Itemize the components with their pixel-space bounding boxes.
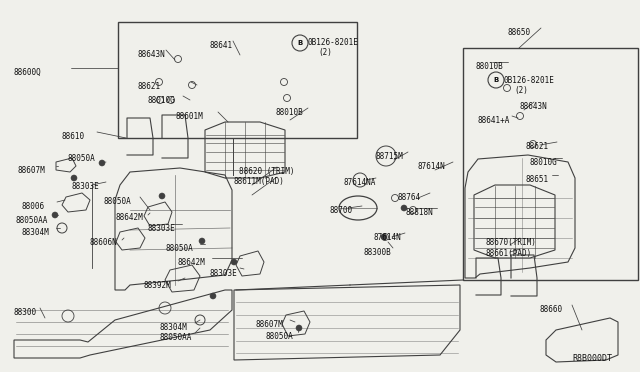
Text: 88643N: 88643N xyxy=(138,50,166,59)
Text: (2): (2) xyxy=(318,48,332,57)
Text: 88643N: 88643N xyxy=(520,102,548,111)
Circle shape xyxy=(296,325,302,331)
Circle shape xyxy=(71,175,77,181)
Text: B: B xyxy=(493,77,499,83)
Text: 88661(PAD): 88661(PAD) xyxy=(486,249,532,258)
Text: 87614NA: 87614NA xyxy=(344,178,376,187)
Text: 88010B: 88010B xyxy=(475,62,503,71)
Text: 88304M: 88304M xyxy=(160,323,188,332)
Text: 88611M(PAD): 88611M(PAD) xyxy=(234,177,285,186)
Circle shape xyxy=(52,212,58,218)
Text: 88606N: 88606N xyxy=(90,238,118,247)
Text: 88607M: 88607M xyxy=(256,320,284,329)
Text: 88610: 88610 xyxy=(62,132,85,141)
Text: 88010G: 88010G xyxy=(530,158,557,167)
Circle shape xyxy=(210,293,216,299)
Text: 88641: 88641 xyxy=(209,41,232,50)
Text: 88006: 88006 xyxy=(22,202,45,211)
Text: 88050AA: 88050AA xyxy=(160,333,193,342)
Text: 88010G: 88010G xyxy=(148,96,176,105)
Text: 88642M: 88642M xyxy=(116,213,144,222)
Text: 88300B: 88300B xyxy=(363,248,391,257)
Text: 88700: 88700 xyxy=(330,206,353,215)
Text: 88660: 88660 xyxy=(540,305,563,314)
Text: 88300: 88300 xyxy=(14,308,37,317)
Text: 88651: 88651 xyxy=(526,175,549,184)
Text: 88050A: 88050A xyxy=(104,197,132,206)
Circle shape xyxy=(99,160,105,166)
Text: 88601M: 88601M xyxy=(175,112,203,121)
Circle shape xyxy=(159,193,165,199)
Circle shape xyxy=(231,259,237,265)
Text: R8B000DT: R8B000DT xyxy=(572,354,612,363)
Text: 88392M: 88392M xyxy=(144,281,172,290)
Text: 88303E: 88303E xyxy=(72,182,100,191)
Text: 88303E: 88303E xyxy=(148,224,176,233)
Text: 0B126-8201E: 0B126-8201E xyxy=(504,76,555,85)
Text: 87614N: 87614N xyxy=(417,162,445,171)
Text: 0B126-8201E: 0B126-8201E xyxy=(308,38,359,47)
Circle shape xyxy=(401,205,407,211)
Bar xyxy=(463,48,638,280)
Text: 88715M: 88715M xyxy=(376,152,404,161)
Text: 88050A: 88050A xyxy=(265,332,292,341)
Text: 87614N: 87614N xyxy=(373,233,401,242)
Text: 88050AA: 88050AA xyxy=(16,216,49,225)
Text: (2): (2) xyxy=(514,86,528,95)
Bar xyxy=(118,22,357,138)
Text: 88650: 88650 xyxy=(508,28,531,37)
Text: 88620 (TRIM): 88620 (TRIM) xyxy=(239,167,294,176)
Text: 88600Q: 88600Q xyxy=(14,68,42,77)
Text: 88670(TRIM): 88670(TRIM) xyxy=(486,238,537,247)
Circle shape xyxy=(381,234,387,240)
Text: 88607M: 88607M xyxy=(18,166,45,175)
Text: 88303E: 88303E xyxy=(210,269,237,278)
Text: 88818N: 88818N xyxy=(405,208,433,217)
Text: 88764: 88764 xyxy=(398,193,421,202)
Text: 88621: 88621 xyxy=(138,82,161,91)
Text: 88050A: 88050A xyxy=(166,244,194,253)
Text: 88010B: 88010B xyxy=(276,108,304,117)
Text: B: B xyxy=(298,40,303,46)
Text: 88621: 88621 xyxy=(525,142,548,151)
Text: 88050A: 88050A xyxy=(68,154,96,163)
Text: 88304M: 88304M xyxy=(22,228,50,237)
Text: 88642M: 88642M xyxy=(178,258,205,267)
Circle shape xyxy=(199,238,205,244)
Text: 88641+A: 88641+A xyxy=(478,116,510,125)
